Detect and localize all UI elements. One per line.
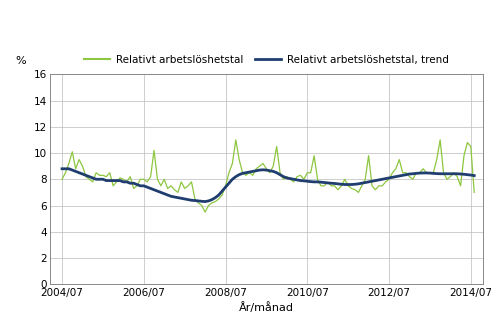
- X-axis label: År/månad: År/månad: [239, 303, 294, 314]
- Text: %: %: [15, 56, 26, 66]
- Legend: Relativt arbetslöshetstal, Relativt arbetslöshetstal, trend: Relativt arbetslöshetstal, Relativt arbe…: [84, 55, 449, 65]
